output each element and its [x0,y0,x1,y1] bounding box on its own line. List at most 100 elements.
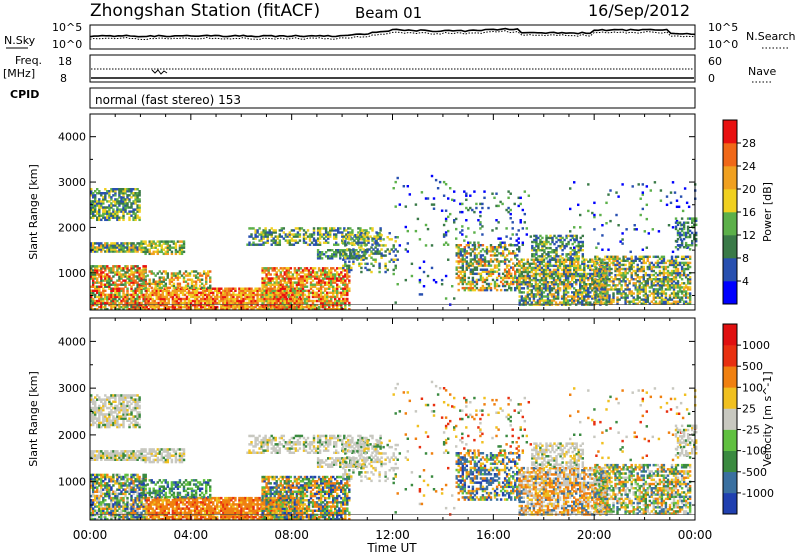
power-cell [126,290,128,292]
power-cell [479,215,481,217]
power-cell [372,259,374,261]
power-cell [591,273,593,275]
power-cell [628,262,630,264]
power-cell [352,242,354,244]
power-cell [628,290,630,292]
power-cell [106,242,108,244]
power-cell [350,252,352,254]
power-cell [336,294,338,296]
power-cell [277,242,279,244]
power-cell [549,247,551,249]
power-cell [348,236,350,238]
power-cell [380,248,382,250]
power-cell [559,277,561,279]
power-cell [145,265,147,267]
power-cell [504,244,506,246]
power-cell [361,251,363,253]
power-cell [579,277,581,279]
power-cell [153,272,155,274]
power-cell [561,253,563,255]
power-cell [519,301,521,303]
power-cell [512,250,514,252]
power-cell [325,255,327,257]
power-cell [167,240,169,242]
power-cell [276,292,278,294]
power-cell [276,279,278,281]
power-cell [531,241,533,243]
power-cell [325,251,327,253]
power-cell [518,246,520,248]
power-cell [216,290,218,292]
power-cell [342,267,344,269]
power-cell [531,279,533,281]
power-cell [337,249,339,251]
power-cell [155,281,157,283]
power-cell [502,252,504,254]
power-cell [336,271,338,273]
power-cell [491,193,493,195]
power-cell [572,243,574,245]
power-cell [270,273,272,275]
power-cell [466,260,468,262]
power-cell [106,210,108,212]
power-cell [108,208,110,210]
power-cell [462,283,464,285]
power-cell [167,274,169,276]
power-cell [458,262,460,264]
power-cell [395,240,397,242]
power-cell [279,233,281,235]
power-cell [604,256,606,258]
power-cell [567,243,569,245]
power-cell [579,265,581,267]
power-cell [445,210,447,212]
power-cell [594,296,596,298]
power-cell [372,248,374,250]
nsky-tick-high: 10^5 [52,21,82,34]
power-cell [126,288,128,290]
power-cell [279,242,281,244]
power-cell [344,240,346,242]
power-cell [612,296,614,298]
power-cell [324,290,326,292]
power-cell [204,290,206,292]
power-cell [156,302,158,304]
power-cell [473,211,475,213]
power-cell [643,266,645,268]
power-cell [494,271,496,273]
power-cell [543,295,545,297]
power-cell [209,285,211,287]
power-cell [447,259,449,261]
power-cell [447,197,449,199]
power-cell [118,273,120,275]
power-cell [555,253,557,255]
power-cell [234,290,236,292]
power-cell [494,252,496,254]
power-cell [361,229,363,231]
power-cell [387,236,389,238]
power-cell [494,281,496,283]
power-cell [96,200,98,202]
power-cell [427,275,429,277]
nsky-tick-low: 10^0 [52,38,82,51]
power-cell [203,270,205,272]
power-cell [191,283,193,285]
power-cell [435,179,437,181]
power-cell [433,197,435,199]
power-cell [549,269,551,271]
power-cell [104,269,106,271]
power-cell [362,257,364,259]
power-cell [458,260,460,262]
power-cell [641,286,643,288]
power-cell [167,287,169,289]
power-cell [497,205,499,207]
power-cell [551,301,553,303]
power-cell [289,231,291,233]
power-cell [547,241,549,243]
power-cell [352,263,354,265]
power-cell [252,294,254,296]
power-cell [312,300,314,302]
power-cell [458,244,460,246]
power-cell [299,239,301,241]
power-cell [380,234,382,236]
power-cell [449,213,451,215]
